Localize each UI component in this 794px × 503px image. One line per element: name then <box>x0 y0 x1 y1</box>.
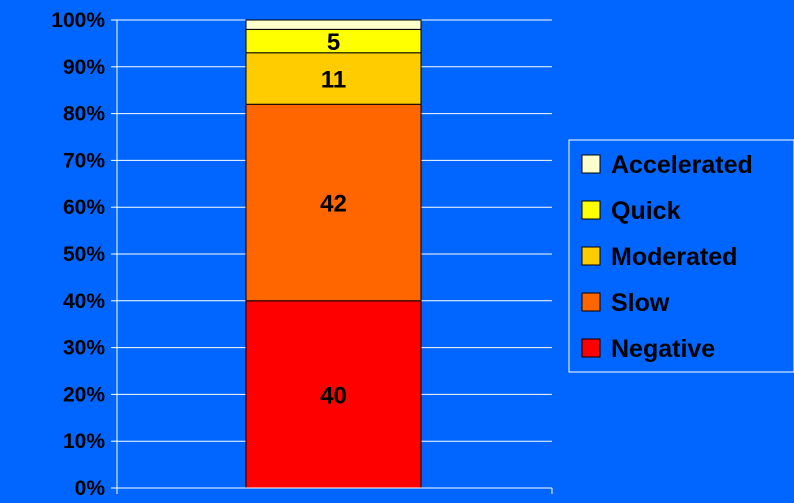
y-tick-label: 50% <box>63 243 105 266</box>
y-tick-label: 90% <box>63 56 105 79</box>
data-label-negative: 40 <box>320 382 347 409</box>
y-tick-label: 80% <box>63 103 105 126</box>
legend-label-negative: Negative <box>611 335 715 363</box>
legend-box <box>568 139 794 373</box>
y-tick-label: 20% <box>63 383 105 406</box>
y-axis-tick-labels: 0% 10% 20% 30% 40% 50% 60% 70% 80% 90% 100% <box>51 9 105 500</box>
axes <box>111 19 553 494</box>
bar-segments <box>245 19 422 489</box>
y-tick-label: 100% <box>51 9 105 32</box>
legend: Accelerated Quick Moderated Slow Negative <box>568 139 794 373</box>
y-tick-label: 60% <box>63 196 105 219</box>
data-label-slow: 42 <box>320 191 347 218</box>
legend-label-quick: Quick <box>611 197 681 225</box>
y-tick-label: 0% <box>75 477 106 500</box>
y-tick-label: 40% <box>63 290 105 313</box>
legend-swatch-moderated <box>581 246 601 266</box>
y-tick-label: 70% <box>63 149 105 172</box>
legend-swatch-accelerated <box>581 154 601 174</box>
bar-segment-moderated <box>245 52 422 105</box>
legend-label-slow: Slow <box>611 289 670 317</box>
y-tick-label: 30% <box>63 337 105 360</box>
bar-segment-accelerated <box>245 19 422 30</box>
data-label-moderated: 11 <box>321 67 346 94</box>
legend-swatch-quick <box>581 200 601 220</box>
legend-swatch-slow <box>581 292 601 312</box>
legend-swatch-negative <box>581 338 601 358</box>
data-label-quick: 5 <box>327 29 340 56</box>
legend-label-accelerated: Accelerated <box>611 151 753 179</box>
legend-label-moderated: Moderated <box>611 243 737 271</box>
bar-segment-slow <box>245 103 422 302</box>
data-labels: 40 42 11 5 <box>320 29 347 409</box>
y-tick-label: 10% <box>63 430 105 453</box>
